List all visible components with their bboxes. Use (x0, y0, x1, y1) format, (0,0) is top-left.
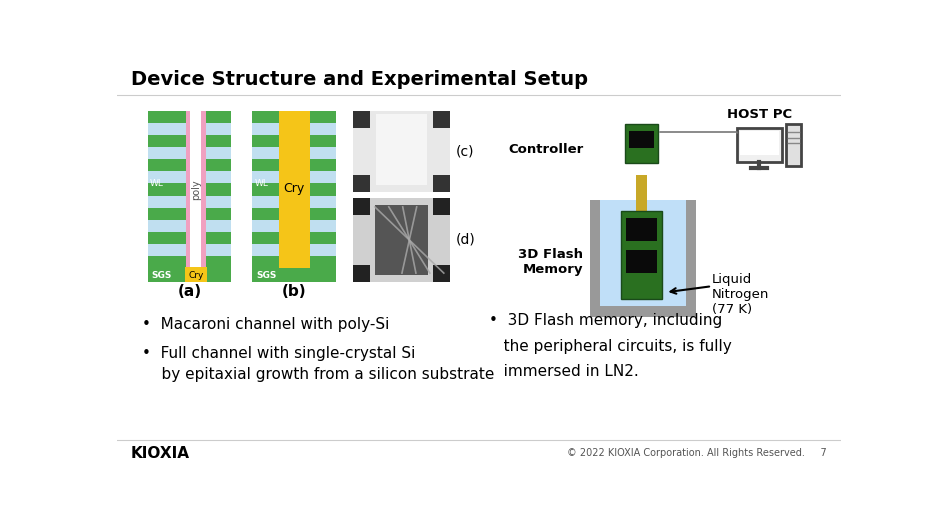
Text: Cry: Cry (284, 182, 304, 195)
Bar (376, 114, 427, 184)
Text: •  3D Flash memory, including: • 3D Flash memory, including (488, 313, 722, 328)
Text: the peripheral circuits, is fully: the peripheral circuits, is fully (488, 339, 731, 354)
Bar (252, 171, 336, 183)
Bar (625, 125, 658, 163)
Text: (a): (a) (177, 284, 202, 299)
Text: KIOXIA: KIOXIA (131, 446, 190, 461)
Bar (601, 200, 686, 306)
Bar (191, 111, 201, 270)
Bar (252, 135, 336, 147)
Bar (589, 306, 697, 317)
Bar (148, 123, 232, 135)
Bar (148, 244, 232, 256)
Text: 3D Flash
Memory: 3D Flash Memory (518, 247, 584, 276)
Bar (353, 198, 450, 282)
Bar (353, 265, 370, 282)
Text: Controller: Controller (508, 143, 584, 156)
Text: Liquid
Nitrogen
(77 K): Liquid Nitrogen (77 K) (712, 273, 770, 316)
Bar (148, 135, 232, 147)
Bar (737, 128, 782, 162)
Bar (621, 212, 661, 299)
Bar (148, 183, 232, 195)
Bar (148, 256, 232, 268)
Bar (353, 111, 450, 192)
Bar (740, 132, 779, 155)
Bar (433, 176, 450, 192)
Bar (148, 195, 232, 208)
Text: (b): (b) (282, 284, 306, 299)
Bar (252, 268, 336, 282)
Bar (148, 111, 232, 123)
Bar (148, 208, 232, 220)
Bar (636, 199, 647, 216)
Bar (433, 265, 450, 282)
Bar (252, 111, 336, 123)
Bar (353, 176, 370, 192)
Bar (148, 220, 232, 232)
Text: WL: WL (255, 179, 269, 188)
Text: poly: poly (191, 179, 201, 200)
Bar (252, 183, 336, 195)
Bar (686, 200, 697, 317)
Bar (252, 195, 336, 208)
Bar (629, 130, 654, 148)
Text: © 2022 KIOXIA Corporation. All Rights Reserved.     7: © 2022 KIOXIA Corporation. All Rights Re… (567, 448, 827, 458)
Bar (186, 111, 205, 270)
Text: SGS: SGS (256, 271, 276, 280)
Bar (185, 267, 206, 282)
Bar (252, 208, 336, 220)
Text: SGS: SGS (151, 271, 172, 280)
Text: Device Structure and Experimental Setup: Device Structure and Experimental Setup (131, 70, 587, 89)
Bar (252, 123, 336, 135)
Bar (252, 159, 336, 171)
Bar (589, 200, 601, 317)
Bar (433, 111, 450, 127)
Text: HOST PC: HOST PC (727, 107, 792, 121)
Bar (148, 268, 232, 282)
Text: •  Full channel with single-crystal Si: • Full channel with single-crystal Si (142, 346, 415, 361)
Bar (626, 217, 657, 241)
Text: •  Macaroni channel with poly-Si: • Macaroni channel with poly-Si (142, 317, 389, 332)
Bar (252, 232, 336, 244)
Bar (433, 198, 450, 214)
Bar (148, 159, 232, 171)
Text: Cry: Cry (188, 271, 204, 280)
Bar (252, 256, 336, 268)
Text: immersed in LN2.: immersed in LN2. (488, 364, 639, 379)
Text: (c): (c) (456, 145, 474, 158)
Bar (636, 174, 647, 200)
Bar (278, 111, 310, 282)
Bar (375, 205, 429, 275)
Bar (148, 171, 232, 183)
Text: WL: WL (150, 179, 164, 188)
Bar (148, 147, 232, 159)
Bar (252, 244, 336, 256)
Bar (252, 220, 336, 232)
Text: by epitaxial growth from a silicon substrate: by epitaxial growth from a silicon subst… (142, 367, 494, 382)
Bar (785, 125, 801, 166)
Bar (626, 250, 657, 273)
Bar (148, 232, 232, 244)
Bar (252, 147, 336, 159)
Text: (d): (d) (456, 233, 476, 247)
Bar (353, 198, 370, 214)
Bar (353, 111, 370, 127)
